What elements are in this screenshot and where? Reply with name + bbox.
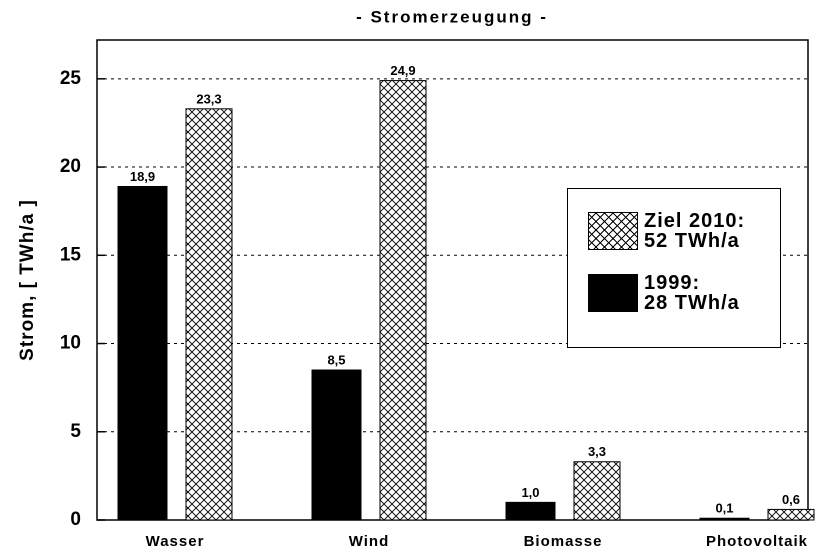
value-label: 18,9 [130,169,155,184]
value-label: 8,5 [327,352,345,367]
chart-title: - Stromerzeugung - [356,7,548,26]
legend-item: Ziel 2010: 52 TWh/a [588,211,745,251]
x-tick-label: Wind [349,533,390,550]
bar [573,461,621,521]
y-tick-label: 20 [60,156,81,177]
value-label: 23,3 [196,91,221,106]
bar [767,508,815,521]
legend-label: 1999: 28 TWh/a [644,272,740,314]
y-tick-label: 0 [70,509,81,530]
y-axis-label: Strom, [ TWh/a ] [17,199,38,361]
y-tick-label: 25 [60,68,82,89]
x-tick-label: Photovoltaik [706,533,808,550]
value-label: 3,3 [588,444,606,459]
legend-label: Ziel 2010: 52 TWh/a [644,210,746,252]
bar [117,185,168,521]
value-label: 1,0 [521,485,539,500]
value-label: 24,9 [390,63,415,78]
bar [311,369,362,521]
bar [699,517,750,521]
legend-swatch [588,274,638,312]
x-tick-label: Biomasse [524,533,603,550]
y-tick-label: 15 [60,244,82,265]
y-tick-label: 10 [60,333,81,354]
legend-item: 1999: 28 TWh/a [588,273,740,313]
bar [379,80,427,521]
bar [505,501,556,521]
legend: Ziel 2010: 52 TWh/a 1999: 28 TWh/a [567,188,781,348]
x-tick-label: Wasser [146,533,205,550]
y-tick-label: 5 [70,421,81,442]
value-label: 0,1 [715,501,733,516]
bar [185,108,233,521]
value-label: 0,6 [782,492,800,507]
plot-frame [96,39,809,521]
legend-swatch [588,212,638,250]
